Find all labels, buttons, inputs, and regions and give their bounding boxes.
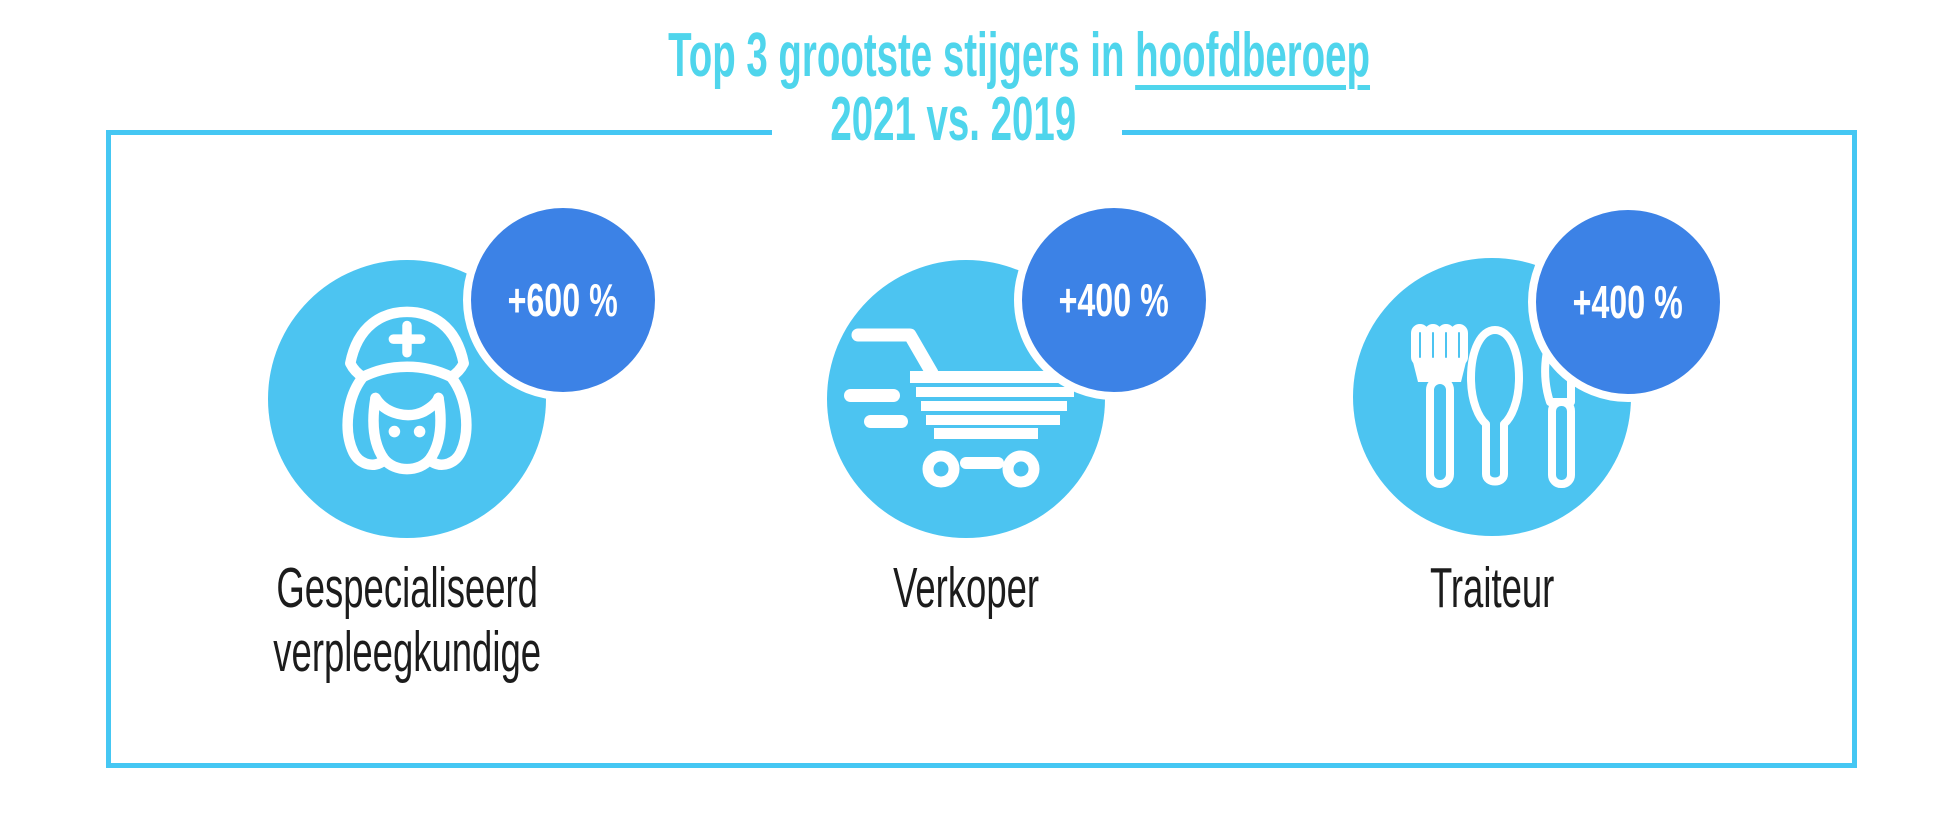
increase-badge: +600 % [463,200,663,400]
item-circle-traiteur [1353,258,1631,536]
increase-value: +600 % [507,274,619,326]
title-text: Top 3 grootste stijgers in [668,21,1136,90]
item-label: Gespecialiseerd verpleegkundige [273,556,541,684]
nurse-icon [342,306,472,475]
item-circle-verkoper [827,260,1105,538]
top-border-left-segment [106,130,772,135]
chart-title: Top 3 grootste stijgers in hoofdberoep 2… [453,24,1453,152]
underlined-word: hoofdberoep [1135,21,1371,90]
increase-badge: +400 % [1014,200,1214,400]
title-line-2: 2021 vs. 2019 [830,85,1076,154]
increase-value: +400 % [1572,276,1684,328]
item-label: Verkoper [892,556,1039,620]
shopping-cart-icon [844,328,1092,487]
item-label: Traiteur [1429,556,1555,620]
increase-badge: +400 % [1528,202,1728,402]
increase-value: +400 % [1058,274,1170,326]
top-border-right-segment [1122,130,1857,135]
content-frame [106,130,1857,768]
title-line-1: Top 3 grootste stijgers in hoofdberoep [453,24,1453,88]
